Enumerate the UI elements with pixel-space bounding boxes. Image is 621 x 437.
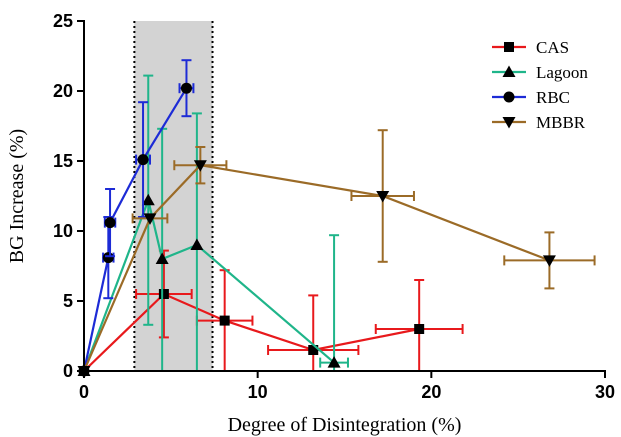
- x-axis-title: Degree of Disintegration (%): [228, 414, 462, 436]
- data-point-cas: [414, 324, 425, 334]
- data-point-rbc: [137, 154, 149, 166]
- x-tick-label: 10: [248, 382, 268, 402]
- data-point-rbc: [102, 252, 114, 264]
- data-point-lagoon: [327, 356, 341, 368]
- legend-item-rbc: RBC: [492, 88, 570, 107]
- y-tick-label: 25: [53, 11, 73, 31]
- legend-marker-lagoon: [502, 65, 516, 77]
- legend-marker-cas: [504, 42, 514, 52]
- y-tick-label: 5: [63, 291, 73, 311]
- y-tick-label: 10: [53, 221, 73, 241]
- data-point-mbbr: [143, 213, 157, 225]
- data-point-cas: [158, 289, 169, 299]
- legend-marker-mbbr: [502, 117, 516, 129]
- legend-label-rbc: RBC: [536, 88, 570, 107]
- data-point-mbbr: [193, 160, 207, 172]
- legend-label-mbbr: MBBR: [536, 113, 586, 132]
- legend-label-cas: CAS: [536, 38, 569, 57]
- data-point-cas: [219, 315, 230, 326]
- y-tick-label: 0: [63, 361, 73, 381]
- shaded-band-layer: [133, 21, 214, 371]
- data-point-cas: [308, 345, 319, 355]
- legend-item-mbbr: MBBR: [492, 113, 586, 132]
- y-tick-label: 20: [53, 81, 73, 101]
- legend-label-lagoon: Lagoon: [536, 63, 588, 82]
- legend-item-cas: CAS: [492, 38, 569, 57]
- y-axis-title: BG Increase (%): [6, 129, 28, 263]
- x-tick-label: 20: [421, 382, 441, 402]
- axes-layer: 0 10 20 30 0 5 10 15 20 25: [53, 11, 615, 402]
- shaded-band: [134, 21, 213, 371]
- data-point-lagoon: [155, 252, 169, 264]
- data-point-mbbr: [376, 191, 390, 203]
- data-point-lagoon: [190, 238, 204, 250]
- data-point-rbc: [180, 82, 192, 94]
- y-tick-label: 15: [53, 151, 73, 171]
- data-point-lagoon: [141, 193, 155, 206]
- series-layer: [77, 59, 596, 378]
- data-point-rbc: [104, 217, 116, 229]
- legend: CAS Lagoon RBC MBBR: [492, 38, 588, 132]
- x-tick-label: 30: [595, 382, 615, 402]
- legend-item-lagoon: Lagoon: [492, 63, 588, 82]
- data-point-mbbr: [542, 255, 556, 267]
- legend-marker-rbc: [503, 91, 515, 103]
- x-tick-label: 0: [79, 382, 89, 402]
- series-lagoon: [77, 74, 349, 376]
